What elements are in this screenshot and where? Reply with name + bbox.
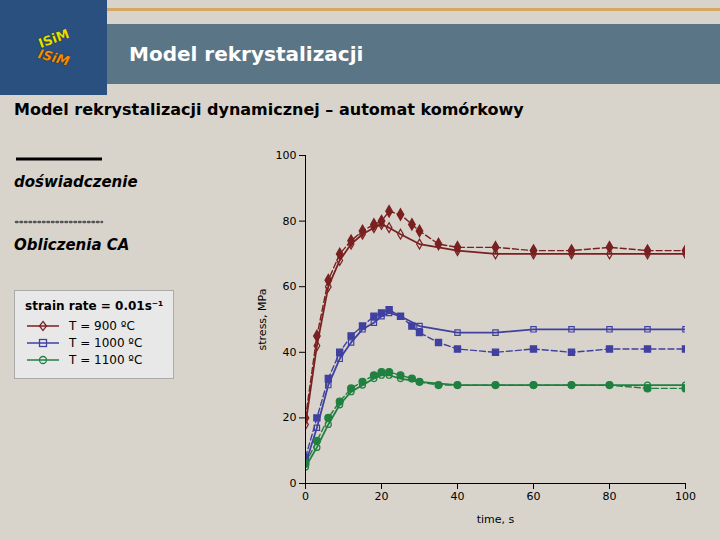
- html-text:T = 1000 ºC: T = 1000 ºC: [69, 336, 143, 350]
- svg-text:60: 60: [527, 490, 541, 503]
- svg-text:60: 60: [283, 280, 297, 293]
- svg-text:0: 0: [302, 490, 309, 503]
- svg-text:100: 100: [675, 490, 696, 503]
- svg-text:20: 20: [283, 411, 297, 424]
- html-text:T = 1100 ºC: T = 1100 ºC: [69, 353, 143, 367]
- html-text:ISiM: ISiM: [36, 45, 71, 69]
- html-text:Model rekrystalizacji dynamicz: Model rekrystalizacji dynamicznej – auto…: [14, 100, 524, 119]
- svg-text:time, s: time, s: [477, 513, 515, 526]
- html-text:ISiM: ISiM: [36, 25, 71, 51]
- svg-text:0: 0: [290, 477, 297, 490]
- html-text:Model rekrystalizacji: Model rekrystalizacji: [129, 42, 364, 66]
- svg-text:40: 40: [283, 346, 297, 359]
- html-text:doświadczenie: doświadczenie: [14, 173, 138, 191]
- svg-text:40: 40: [451, 490, 465, 503]
- svg-text:stress, MPa: stress, MPa: [256, 289, 269, 351]
- html-text:Obliczenia CA: Obliczenia CA: [14, 236, 130, 254]
- svg-text:20: 20: [375, 490, 389, 503]
- html-text:T = 900 ºC: T = 900 ºC: [69, 319, 135, 333]
- svg-text:80: 80: [603, 490, 617, 503]
- svg-text:100: 100: [276, 149, 297, 162]
- html-text:strain rate = 0.01s⁻¹: strain rate = 0.01s⁻¹: [25, 299, 164, 313]
- svg-text:80: 80: [283, 215, 297, 228]
